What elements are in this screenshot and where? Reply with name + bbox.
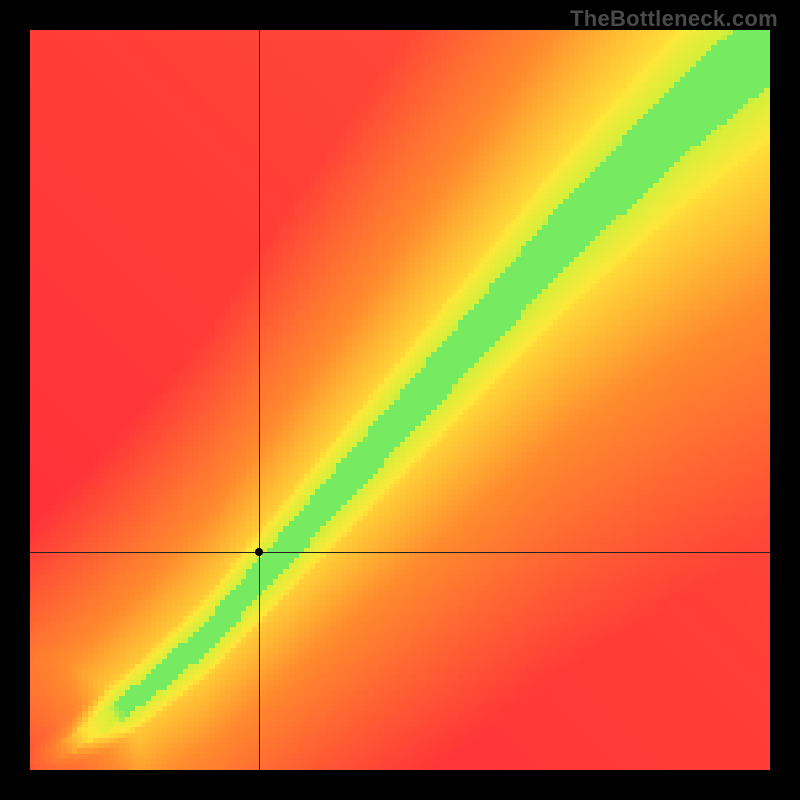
data-point-marker <box>255 548 263 556</box>
crosshair-horizontal <box>30 552 770 553</box>
heatmap-canvas <box>30 30 770 770</box>
plot-area <box>30 30 770 770</box>
watermark-text: TheBottleneck.com <box>570 6 778 32</box>
crosshair-vertical <box>259 30 260 770</box>
chart-container: TheBottleneck.com <box>0 0 800 800</box>
